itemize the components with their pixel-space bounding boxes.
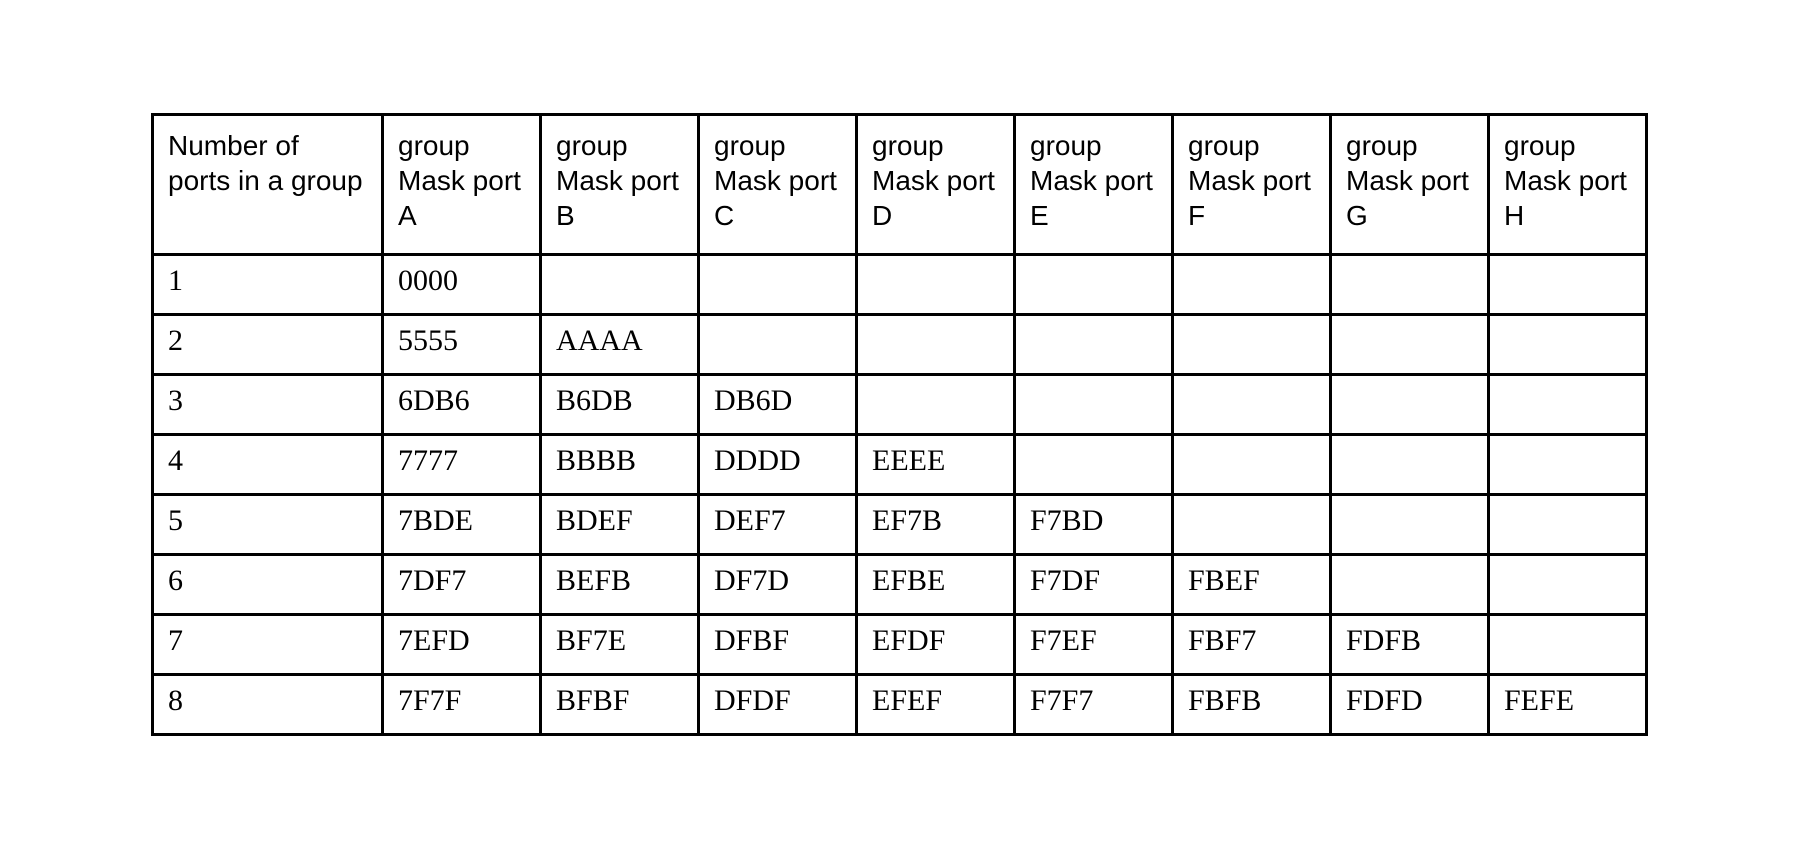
cell-port-a: 7F7F (383, 675, 541, 735)
group-mask-table-container: Number of ports in a group group Mask po… (151, 113, 1648, 736)
cell-port-d (857, 375, 1015, 435)
cell-port-b: AAAA (541, 315, 699, 375)
cell-port-d (857, 315, 1015, 375)
cell-port-g: FDFD (1331, 675, 1489, 735)
col-header-port-a: group Mask port A (383, 115, 541, 255)
col-header-port-f: group Mask port F (1173, 115, 1331, 255)
cell-port-b: BEFB (541, 555, 699, 615)
cell-port-f (1173, 435, 1331, 495)
cell-port-f (1173, 255, 1331, 315)
cell-port-a: 7BDE (383, 495, 541, 555)
cell-port-c: DEF7 (699, 495, 857, 555)
group-mask-table: Number of ports in a group group Mask po… (151, 113, 1648, 736)
cell-port-e (1015, 375, 1173, 435)
cell-port-g: FDFB (1331, 615, 1489, 675)
table-header-row: Number of ports in a group group Mask po… (153, 115, 1647, 255)
cell-port-g (1331, 375, 1489, 435)
col-header-port-d: group Mask port D (857, 115, 1015, 255)
cell-port-d: EFEF (857, 675, 1015, 735)
cell-port-d: EFBE (857, 555, 1015, 615)
cell-port-g (1331, 255, 1489, 315)
cell-port-f (1173, 375, 1331, 435)
cell-port-e (1015, 255, 1173, 315)
cell-port-a: 0000 (383, 255, 541, 315)
cell-port-f (1173, 315, 1331, 375)
col-header-num-ports: Number of ports in a group (153, 115, 383, 255)
cell-port-h (1489, 315, 1647, 375)
cell-port-g (1331, 495, 1489, 555)
cell-port-a: 7DF7 (383, 555, 541, 615)
cell-port-h (1489, 555, 1647, 615)
col-header-port-e: group Mask port E (1015, 115, 1173, 255)
cell-port-a: 5555 (383, 315, 541, 375)
cell-port-b: BBBB (541, 435, 699, 495)
cell-port-e (1015, 315, 1173, 375)
cell-num-ports: 4 (153, 435, 383, 495)
table-row: 2 5555 AAAA (153, 315, 1647, 375)
col-header-port-c: group Mask port C (699, 115, 857, 255)
cell-port-h (1489, 615, 1647, 675)
cell-port-c: DFDF (699, 675, 857, 735)
cell-port-e: F7BD (1015, 495, 1173, 555)
cell-port-d (857, 255, 1015, 315)
cell-port-c: DDDD (699, 435, 857, 495)
cell-port-e: F7EF (1015, 615, 1173, 675)
col-header-port-b: group Mask port B (541, 115, 699, 255)
cell-port-h (1489, 495, 1647, 555)
cell-num-ports: 3 (153, 375, 383, 435)
cell-port-h: FEFE (1489, 675, 1647, 735)
cell-port-h (1489, 435, 1647, 495)
cell-num-ports: 8 (153, 675, 383, 735)
cell-port-e: F7F7 (1015, 675, 1173, 735)
cell-port-b (541, 255, 699, 315)
cell-port-h (1489, 375, 1647, 435)
cell-num-ports: 6 (153, 555, 383, 615)
cell-port-d: EEEE (857, 435, 1015, 495)
cell-port-c: DB6D (699, 375, 857, 435)
cell-num-ports: 2 (153, 315, 383, 375)
cell-port-a: 6DB6 (383, 375, 541, 435)
cell-num-ports: 1 (153, 255, 383, 315)
table-row: 4 7777 BBBB DDDD EEEE (153, 435, 1647, 495)
cell-port-b: B6DB (541, 375, 699, 435)
cell-port-f: FBF7 (1173, 615, 1331, 675)
table-row: 8 7F7F BFBF DFDF EFEF F7F7 FBFB FDFD FEF… (153, 675, 1647, 735)
table-row: 6 7DF7 BEFB DF7D EFBE F7DF FBEF (153, 555, 1647, 615)
table-row: 7 7EFD BF7E DFBF EFDF F7EF FBF7 FDFB (153, 615, 1647, 675)
cell-port-a: 7EFD (383, 615, 541, 675)
cell-port-h (1489, 255, 1647, 315)
cell-port-c (699, 315, 857, 375)
cell-port-e (1015, 435, 1173, 495)
cell-num-ports: 5 (153, 495, 383, 555)
cell-port-e: F7DF (1015, 555, 1173, 615)
cell-num-ports: 7 (153, 615, 383, 675)
cell-port-f: FBEF (1173, 555, 1331, 615)
table-row: 3 6DB6 B6DB DB6D (153, 375, 1647, 435)
cell-port-b: BFBF (541, 675, 699, 735)
cell-port-c: DF7D (699, 555, 857, 615)
cell-port-a: 7777 (383, 435, 541, 495)
cell-port-g (1331, 555, 1489, 615)
cell-port-d: EF7B (857, 495, 1015, 555)
cell-port-b: BDEF (541, 495, 699, 555)
cell-port-f (1173, 495, 1331, 555)
cell-port-b: BF7E (541, 615, 699, 675)
table-row: 5 7BDE BDEF DEF7 EF7B F7BD (153, 495, 1647, 555)
cell-port-g (1331, 315, 1489, 375)
cell-port-f: FBFB (1173, 675, 1331, 735)
col-header-port-h: group Mask port H (1489, 115, 1647, 255)
cell-port-d: EFDF (857, 615, 1015, 675)
col-header-port-g: group Mask port G (1331, 115, 1489, 255)
cell-port-c: DFBF (699, 615, 857, 675)
cell-port-c (699, 255, 857, 315)
cell-port-g (1331, 435, 1489, 495)
table-row: 1 0000 (153, 255, 1647, 315)
